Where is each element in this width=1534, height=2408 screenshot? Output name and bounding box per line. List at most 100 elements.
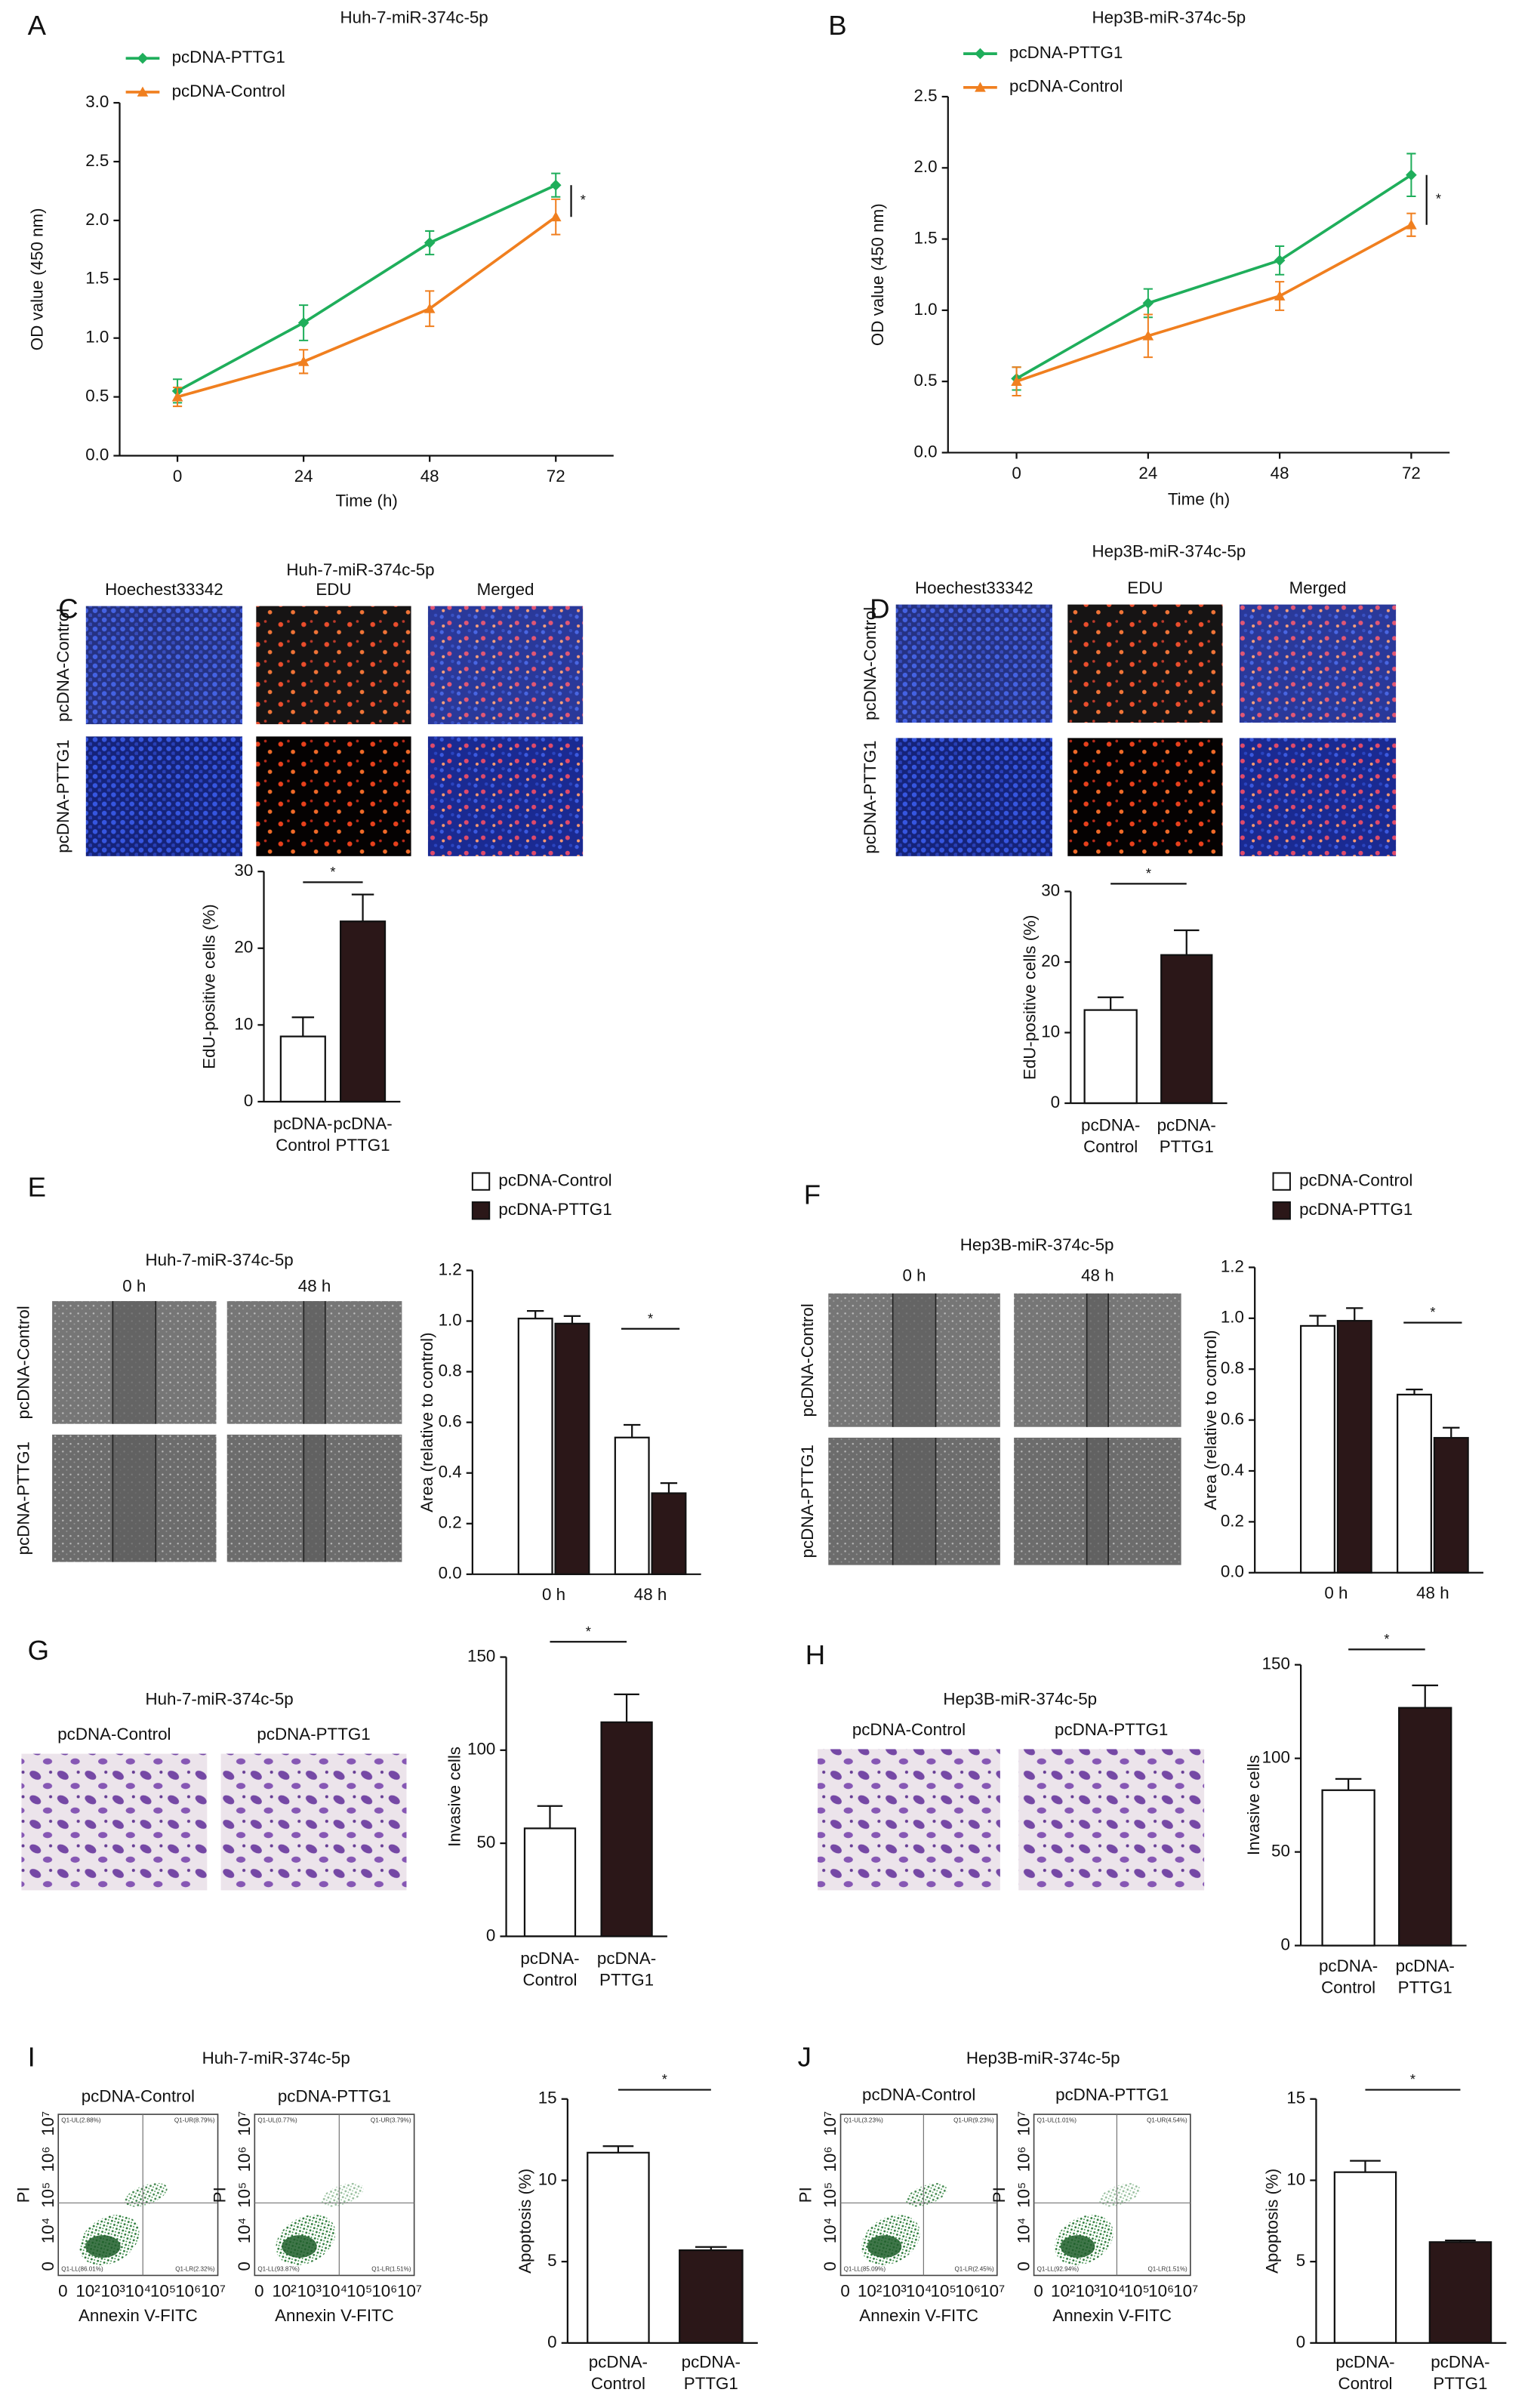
column-label: EDU [1127, 578, 1163, 597]
y-tick-label: 0.4 [1221, 1460, 1244, 1479]
series-line [177, 215, 557, 399]
x-tick-label: pcDNA-Control [588, 2354, 648, 2394]
y-tick-label: 0.6 [439, 1412, 462, 1431]
y-tick-label: 0.8 [1221, 1358, 1244, 1377]
micrograph [818, 1749, 1000, 1891]
significance-label: * [662, 2071, 667, 2087]
y-tick-label: 0.0 [85, 445, 109, 464]
x-tick-label-box: pcDNA-PTTG1 [1157, 1117, 1216, 1158]
cell-cloud-core [85, 2235, 121, 2258]
micrograph [1067, 738, 1223, 856]
quadrant-label: Q1-UR(4.54%) [1147, 2117, 1187, 2123]
legend-swatch [471, 1172, 491, 1191]
y-axis-label: Area (relative to control) [1201, 1330, 1220, 1509]
y-tick-label: 0 [39, 2262, 57, 2271]
row-label: pcDNA-PTTG1 [54, 739, 72, 853]
x-tick-label: 10⁶ [1148, 2282, 1174, 2301]
y-tick-label: 0.8 [439, 1361, 462, 1380]
bar [1083, 1009, 1138, 1105]
x-tick-label: 10⁵ [1124, 2282, 1150, 2301]
legend-label: pcDNA-PTTG1 [1009, 43, 1123, 62]
x-tick-label: 10⁵ [347, 2282, 372, 2301]
marker [975, 48, 986, 60]
x-tick-label: pcDNA-PTTG1 [1395, 1957, 1455, 1998]
chart-title: Hep3B-miR-374c-5p [1092, 8, 1246, 26]
cell-cloud-upper [321, 2183, 364, 2207]
y-axis-label: OD value (450 nm) [868, 203, 887, 346]
bar [554, 1322, 590, 1575]
x-tick-label: 10⁶ [955, 2282, 981, 2301]
y-tick-label: 1.5 [85, 269, 109, 288]
y-axis-label: EdU-positive cells (%) [1020, 915, 1039, 1081]
legend-swatch [1272, 1172, 1291, 1191]
micrograph [85, 736, 243, 856]
y-tick-label: 10 [234, 1014, 253, 1033]
marker [1406, 169, 1417, 181]
legend-label: pcDNA-PTTG1 [1299, 1200, 1412, 1219]
y-tick-label: 10⁵ [235, 2182, 254, 2208]
y-tick-label: 0 [1280, 1935, 1289, 1953]
x-tick-label: 10⁶ [175, 2282, 201, 2301]
micrograph [21, 1753, 208, 1891]
x-axis-label: Time (h) [335, 491, 397, 510]
y-tick-label: 0.6 [1221, 1410, 1244, 1429]
x-tick-label: pcDNA-PTTG1 [1157, 1117, 1216, 1158]
wound-gap [892, 1437, 936, 1565]
x-tick-label: 24 [1138, 464, 1157, 483]
column-label: pcDNA-PTTG1 [257, 1725, 370, 1744]
x-tick-label: 10² [75, 2282, 100, 2301]
x-tick-label: 0 [254, 2282, 263, 2301]
marker [1274, 290, 1286, 301]
x-tick-label: pcDNA-PTTG1 [1431, 2354, 1490, 2394]
x-tick-label: 48 [420, 467, 439, 486]
x-tick-label: 0 [173, 467, 182, 486]
x-tick-label: 10⁴ [322, 2282, 347, 2301]
quadrant-label: Q1-LR(2.32%) [175, 2265, 215, 2272]
y-tick-label: 10⁷ [235, 2111, 254, 2136]
y-tick-label: 10⁴ [39, 2218, 57, 2243]
panel-letter: A [28, 10, 47, 41]
y-tick-label: 15 [538, 2089, 557, 2107]
marker [171, 391, 183, 402]
x-tick-label-box: pcDNA-Control [1319, 1958, 1378, 1998]
legend-label: pcDNA-Control [172, 82, 285, 100]
bar [279, 1035, 326, 1103]
x-tick-label: 0 h [542, 1585, 565, 1604]
significance-label: * [1384, 1631, 1389, 1647]
cell-cloud-core [867, 2235, 902, 2258]
x-axis-label: Annexin V-FITC [859, 2306, 978, 2325]
x-tick-label-box: pcDNA-PTTG1 [597, 1950, 656, 1990]
x-tick-label-box: pcDNA-Control [520, 1950, 579, 1990]
micrograph [1239, 604, 1397, 723]
marker [137, 52, 149, 64]
bar [587, 2151, 650, 2344]
wound-gap [892, 1293, 936, 1427]
panel-title: Huh-7-miR-374c-5p [202, 2049, 350, 2067]
bar [1398, 1707, 1452, 1947]
plot-title: pcDNA-Control [82, 2087, 195, 2106]
y-tick-label: 3.0 [85, 92, 109, 111]
x-tick-label-box: pcDNA-Control [1081, 1117, 1140, 1157]
y-tick-label: 0 [1051, 1093, 1060, 1112]
y-axis-label: Apoptosis (%) [1262, 2169, 1281, 2274]
y-tick-label: 1.2 [439, 1259, 462, 1278]
panel-title: Huh-7-miR-374c-5p [286, 560, 434, 579]
quadrant-label: Q1-UL(1.01%) [1037, 2117, 1077, 2123]
y-tick-label: 30 [234, 861, 253, 880]
marker [550, 179, 562, 191]
y-tick-label: 10⁵ [821, 2182, 839, 2208]
wound-gap [112, 1434, 156, 1562]
quadrant-label: Q1-UL(3.23%) [844, 2117, 884, 2123]
bar [679, 2249, 744, 2344]
y-tick-label: 0 [486, 1925, 495, 1944]
panel-letter: D [870, 593, 889, 624]
x-tick-label: 10⁷ [397, 2282, 422, 2301]
y-tick-label: 0 [244, 1091, 253, 1110]
panel-letter: J [798, 2042, 812, 2073]
x-tick-label: 10⁴ [906, 2282, 932, 2301]
x-axis-label: Time (h) [1168, 489, 1230, 508]
x-tick-label: 10⁷ [201, 2282, 226, 2301]
bar [517, 1318, 553, 1575]
y-axis-label: PI [796, 2187, 815, 2203]
